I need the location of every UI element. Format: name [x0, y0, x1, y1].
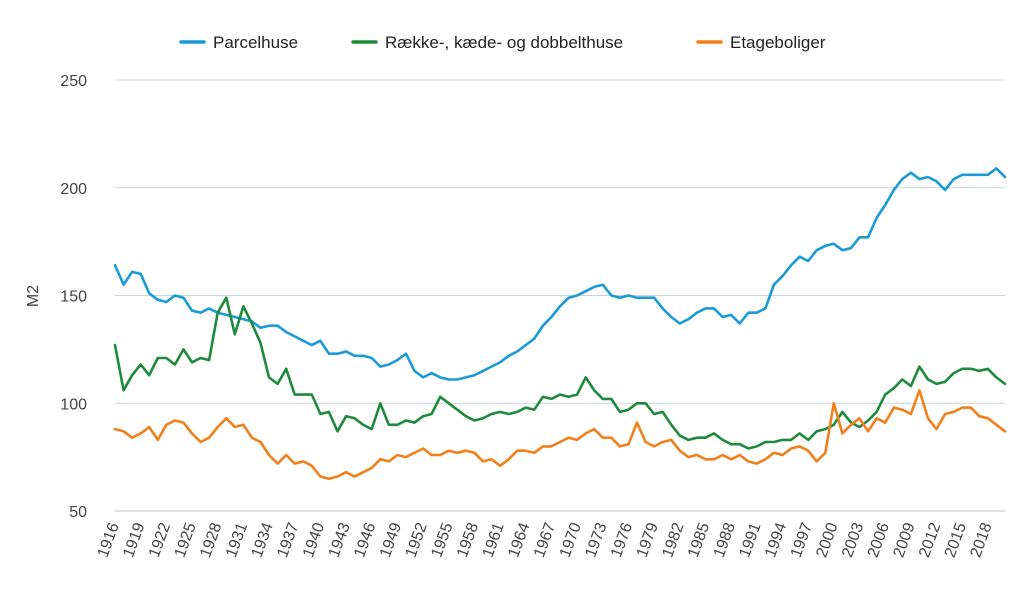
y-tick-label: 250 — [60, 73, 87, 90]
x-tick-label: 1937 — [274, 520, 302, 559]
x-tick-label: 2009 — [890, 520, 918, 559]
grid-lines — [115, 79, 1005, 512]
legend: Parcelhuse Række-, kæde- og dobbelthuse Et… — [179, 33, 826, 52]
x-tick-label: 1964 — [505, 520, 533, 559]
y-tick-label: 200 — [60, 181, 87, 198]
y-tick-label: 100 — [60, 396, 87, 413]
x-tick-label: 1949 — [377, 520, 405, 559]
y-tick-label: 50 — [69, 504, 87, 521]
x-tick-label: 2000 — [813, 520, 841, 559]
x-tick-label: 1991 — [736, 520, 764, 559]
legend-label-2: Etageboliger — [730, 33, 826, 52]
x-tick-label: 1922 — [146, 520, 174, 559]
x-tick-label: 2006 — [865, 520, 893, 559]
x-tick-label: 1931 — [223, 520, 251, 559]
x-tick-label: 1985 — [685, 520, 713, 559]
y-axis-ticks: 50 100 150 200 250 — [60, 73, 87, 521]
x-tick-label: 1925 — [172, 520, 200, 559]
x-tick-label: 1916 — [95, 520, 123, 559]
legend-label-0: Parcelhuse — [213, 33, 298, 52]
x-tick-label: 1955 — [428, 520, 456, 559]
series-line-2 — [113, 388, 1007, 481]
x-tick-label: 1919 — [120, 520, 148, 559]
x-tick-label: 1979 — [634, 520, 662, 559]
x-tick-label: 1958 — [454, 520, 482, 559]
x-tick-label: 1961 — [480, 520, 508, 559]
x-tick-label: 1940 — [300, 520, 328, 559]
series-lines — [113, 167, 1007, 481]
x-tick-label: 1946 — [351, 520, 379, 559]
x-tick-label: 1943 — [326, 520, 354, 559]
x-tick-label: 2012 — [916, 520, 944, 559]
x-tick-label: 1967 — [531, 520, 559, 559]
x-tick-label: 1934 — [249, 520, 277, 559]
series-line-0 — [113, 167, 1007, 381]
x-tick-label: 2018 — [967, 520, 995, 559]
x-tick-label: 2015 — [942, 520, 970, 559]
x-tick-label: 1994 — [762, 520, 790, 559]
x-axis-ticks: 1916191919221925192819311934193719401943… — [95, 520, 996, 559]
x-tick-label: 1970 — [557, 520, 585, 559]
x-tick-label: 1952 — [403, 520, 431, 559]
x-tick-label: 1988 — [711, 520, 739, 559]
series-line-1 — [113, 296, 1007, 450]
x-tick-label: 1997 — [788, 520, 816, 559]
y-axis-title: M2 — [25, 285, 42, 307]
x-tick-label: 2003 — [839, 520, 867, 559]
x-tick-label: 1928 — [197, 520, 225, 559]
x-tick-label: 1982 — [659, 520, 687, 559]
x-tick-label: 1976 — [608, 520, 636, 559]
y-tick-label: 150 — [60, 289, 87, 306]
x-tick-label: 1973 — [582, 520, 610, 559]
legend-label-1: Række-, kæde- og dobbelthuse — [385, 33, 623, 52]
